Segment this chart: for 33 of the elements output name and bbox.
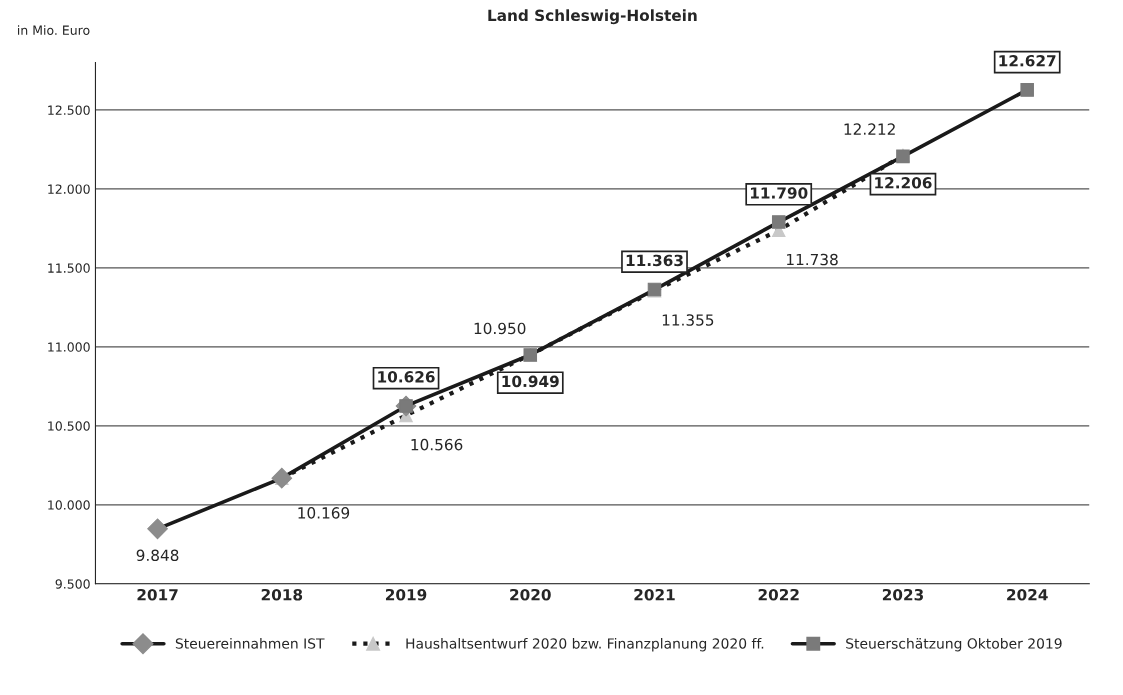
y-tick-label: 10.000 [48,500,90,510]
y-tick-label: 11.000 [48,342,90,352]
y-tick-label: 12.000 [48,184,90,194]
y-axis-title: in Mio. Euro [18,25,90,35]
y-tick-label: 11.500 [48,263,90,273]
data-label: 10.626 [378,371,435,383]
chart-title: Land Schleswig-Holstein [488,9,697,25]
x-tick-label: 2024 [1007,588,1048,601]
legend-label: Steuerschätzung Oktober 2019 [846,638,1062,652]
data-label: 10.949 [502,375,559,388]
y-tick-label: 9.500 [55,579,90,589]
x-tick-label: 2019 [385,588,427,601]
data-label: 11.738 [787,253,838,266]
x-tick-label: 2018 [261,588,303,601]
data-label: 11.790 [750,187,808,199]
data-label: 12.206 [875,177,932,189]
data-label: 9.848 [136,549,179,562]
x-tick-label: 2023 [882,588,924,601]
x-tick-label: 2022 [758,588,799,601]
y-tick-label: 12.500 [48,105,90,115]
y-tick-label: 10.500 [48,421,90,431]
data-label: 11.355 [662,314,714,326]
data-label: 12.627 [999,54,1056,67]
x-tick-label: 2021 [634,588,675,601]
x-tick-label: 2017 [137,588,178,601]
data-label: 12.212 [844,123,895,135]
legend-label: Steuereinnahmen IST [175,638,325,649]
data-label: 10.950 [474,322,526,335]
data-label: 10.566 [411,438,463,451]
data-label: 10.169 [298,507,350,519]
x-tick-label: 2020 [510,588,551,601]
legend-label: Haushaltsentwurf 2020 bzw. Finanzplanung 2020 ff. [406,638,764,652]
data-label: 11.363 [626,254,683,267]
